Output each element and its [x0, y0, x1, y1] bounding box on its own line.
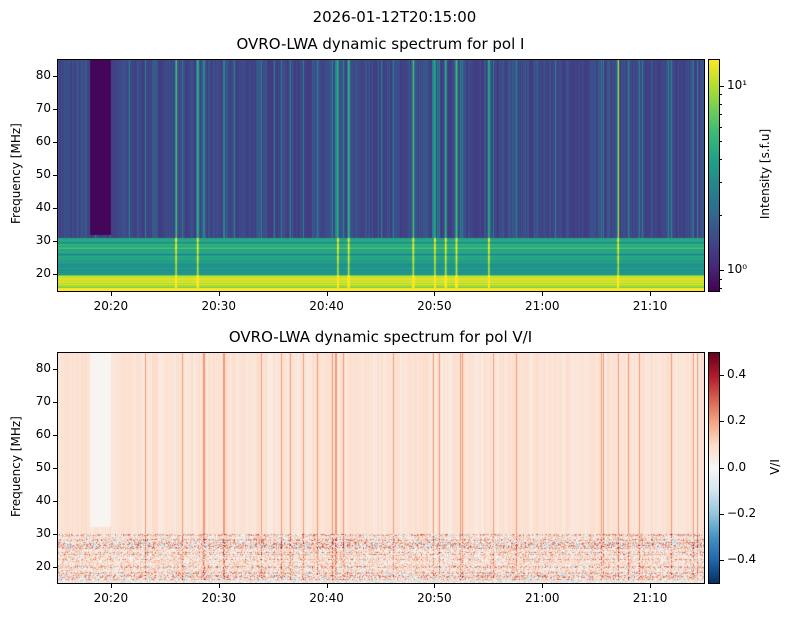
y-tick-label: 30 — [35, 525, 51, 540]
y-tick-mark — [53, 108, 57, 110]
colorbar-tick-label: 0.4 — [727, 367, 747, 382]
y-tick-mark — [53, 208, 57, 210]
i-plot-title: OVRO-LWA dynamic spectrum for pol I — [236, 35, 525, 53]
y-tick-label: 50 — [35, 459, 51, 474]
y-tick-mark — [53, 566, 57, 568]
x-tick-label: 20:50 — [417, 591, 452, 605]
colorbar-label: V/I — [768, 458, 782, 475]
x-tick-mark — [542, 292, 544, 296]
x-tick-mark — [218, 584, 220, 588]
x-tick-mark — [650, 292, 652, 296]
y-tick-mark — [53, 368, 57, 370]
colorbar-minor-tick — [720, 141, 722, 143]
x-tick-label: 21:00 — [524, 299, 560, 313]
y-tick-label: 60 — [35, 133, 51, 148]
x-tick-mark — [650, 584, 652, 588]
y-axis-label: Frequency [MHz] — [9, 123, 23, 224]
colorbar-minor-tick — [720, 287, 722, 289]
x-tick-mark — [326, 292, 328, 296]
colorbar-minor-tick — [720, 159, 722, 161]
colorbar-minor-tick — [720, 278, 722, 280]
x-tick-label: 21:10 — [632, 591, 668, 605]
y-tick-mark — [53, 401, 57, 403]
y-tick-label: 20 — [35, 266, 51, 281]
colorbar-label: Intensity [s.f.u] — [758, 128, 772, 220]
x-tick-label: 20:40 — [309, 591, 344, 605]
colorbar-minor-tick — [720, 94, 722, 96]
y-tick-mark — [53, 500, 57, 502]
colorbar-tick-mark — [720, 375, 724, 377]
colorbar-tick-label: 10¹ — [727, 77, 748, 92]
y-tick-label: 70 — [35, 393, 51, 408]
colorbar-tick-label: −0.4 — [727, 551, 757, 566]
y-tick-mark — [53, 175, 57, 176]
colorbar-tick-label: 0.0 — [727, 459, 747, 474]
x-tick-mark — [434, 584, 436, 588]
colorbar-minor-tick — [720, 114, 722, 116]
y-tick-label: 80 — [35, 67, 51, 82]
y-tick-mark — [53, 141, 57, 143]
colorbar-minor-tick — [720, 126, 722, 128]
y-tick-mark — [53, 467, 57, 469]
colorbar-tick-mark — [720, 421, 724, 423]
colorbar-minor-tick — [720, 214, 722, 216]
y-tick-mark — [53, 274, 57, 276]
x-tick-label: 20:50 — [417, 299, 452, 313]
y-tick-label: 60 — [35, 426, 51, 441]
colorbar-tick-mark — [720, 270, 724, 272]
x-tick-label: 20:20 — [93, 591, 129, 605]
colorbar-tick-mark — [720, 559, 724, 561]
colorbar-tick-mark — [720, 467, 724, 469]
colorbar-minor-tick — [720, 103, 722, 105]
y-tick-label: 30 — [35, 233, 51, 248]
y-tick-mark — [53, 241, 57, 243]
y-tick-label: 40 — [35, 492, 51, 507]
x-tick-mark — [542, 584, 544, 588]
vi-plot-title: OVRO-LWA dynamic spectrum for pol V/I — [228, 328, 533, 346]
stokes-i-spectrum-heatmap — [57, 59, 704, 291]
y-tick-label: 20 — [35, 558, 51, 573]
colorbar-tick-mark — [720, 85, 724, 87]
colorbar-tick-label: 10⁰ — [727, 262, 748, 277]
x-tick-mark — [326, 584, 328, 588]
x-tick-mark — [110, 584, 112, 588]
y-tick-mark — [53, 434, 57, 436]
y-tick-mark — [53, 533, 57, 535]
figure-suptitle: 2026-01-12T20:15:00 — [312, 8, 477, 26]
vi-spectrum-heatmap — [57, 352, 704, 583]
y-tick-label: 40 — [35, 200, 51, 215]
x-tick-label: 20:30 — [201, 299, 237, 313]
y-tick-mark — [53, 75, 57, 77]
x-tick-label: 21:00 — [524, 591, 560, 605]
x-tick-mark — [218, 292, 220, 296]
vi-colorbar — [708, 352, 719, 583]
intensity-colorbar — [708, 59, 719, 291]
x-tick-label: 20:40 — [309, 299, 344, 313]
y-tick-label: 50 — [35, 167, 51, 181]
x-tick-mark — [110, 292, 112, 296]
y-tick-label: 80 — [35, 360, 51, 375]
y-tick-label: 70 — [35, 100, 51, 115]
y-axis-label: Frequency [MHz] — [9, 415, 23, 517]
x-tick-label: 21:10 — [632, 299, 668, 313]
x-tick-label: 20:20 — [93, 299, 129, 313]
x-tick-mark — [434, 292, 436, 296]
colorbar-tick-mark — [720, 513, 724, 515]
colorbar-tick-label: −0.2 — [727, 505, 757, 520]
colorbar-tick-label: 0.2 — [727, 413, 747, 428]
x-tick-label: 20:30 — [201, 591, 237, 605]
colorbar-minor-tick — [720, 182, 722, 184]
